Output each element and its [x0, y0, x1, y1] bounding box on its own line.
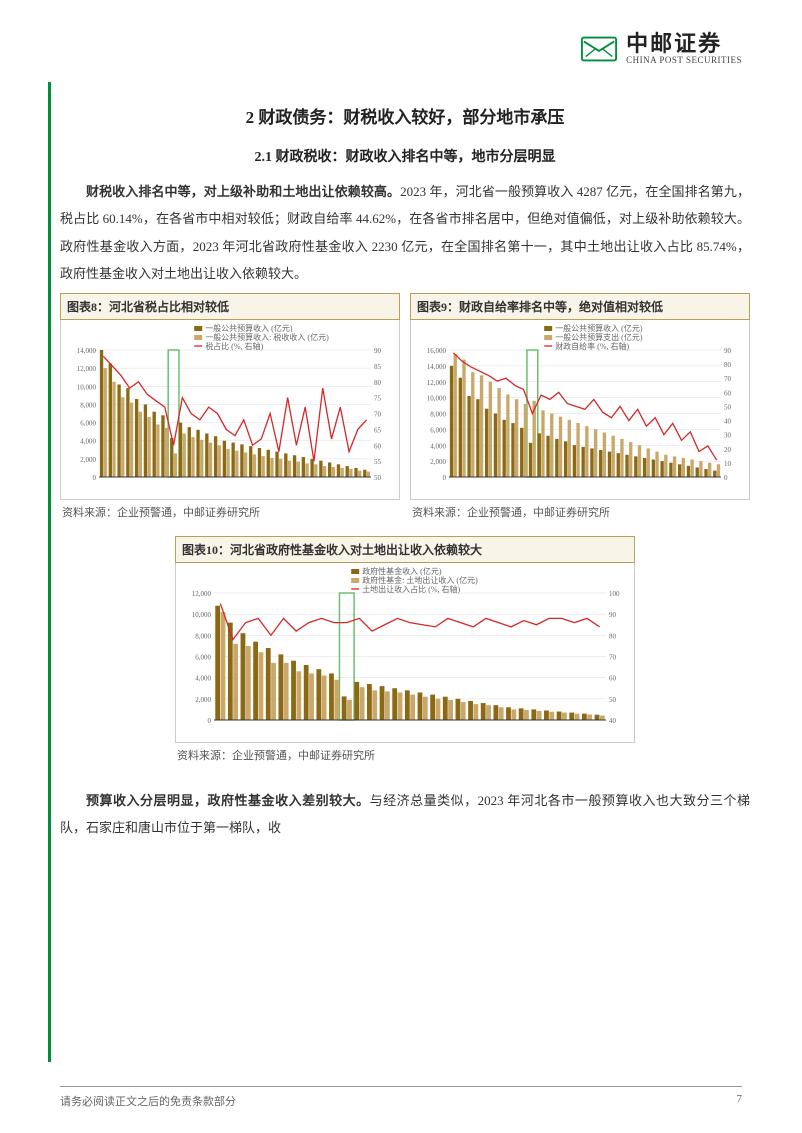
page-content: 2 财政债务：财税收入较好，部分地市承压 2.1 财政税收：财政收入排名中等，地…: [60, 95, 750, 848]
svg-text:8,000: 8,000: [430, 411, 446, 419]
para2-lead: 预算收入分层明显，政府性基金收入差别较大。: [86, 793, 370, 808]
svg-text:80: 80: [724, 361, 732, 369]
svg-text:75: 75: [374, 395, 382, 403]
svg-text:100: 100: [609, 590, 620, 598]
svg-text:10,000: 10,000: [427, 395, 447, 403]
svg-text:一般公共预算收入: 税收收入 (亿元): 一般公共预算收入: 税收收入 (亿元): [205, 332, 329, 342]
svg-text:20: 20: [724, 446, 732, 454]
svg-text:14,000: 14,000: [77, 347, 97, 355]
chart-8-source: 资料来源：企业预警通，中邮证券研究所: [60, 500, 400, 530]
svg-text:60: 60: [724, 390, 732, 398]
svg-text:80: 80: [374, 379, 382, 387]
chart-10: 图表10：河北省政府性基金收入对土地出让收入依赖较大 0 2,000 4,000 6,…: [175, 536, 635, 773]
chart-9: 图表9：财政自给率排名中等，绝对值相对较低 0 2,000 4,000 6,000 8,…: [410, 293, 750, 530]
svg-text:2,000: 2,000: [195, 696, 211, 704]
svg-text:4,000: 4,000: [80, 438, 96, 446]
chart-row-2: 图表10：河北省政府性基金收入对土地出让收入依赖较大 0 2,000 4,000 6,…: [60, 536, 750, 773]
svg-text:0: 0: [208, 717, 212, 725]
chart-10-title: 图表10：河北省政府性基金收入对土地出让收入依赖较大: [175, 536, 635, 563]
svg-text:50: 50: [724, 404, 732, 412]
svg-text:60: 60: [374, 442, 382, 450]
paragraph-1: 财税收入排名中等，对上级补助和土地出让依赖较高。2023 年，河北省一般预算收入…: [60, 178, 750, 287]
svg-text:90: 90: [609, 611, 617, 619]
page-footer: 请务必阅读正文之后的免责条款部分 7: [60, 1086, 742, 1109]
svg-text:30: 30: [724, 432, 732, 440]
svg-text:土地出让收入占比 (%, 右轴): 土地出让收入占比 (%, 右轴): [362, 584, 460, 594]
left-accent-bar: [48, 82, 51, 1062]
svg-text:6,000: 6,000: [430, 427, 446, 435]
logo-cn: 中邮证券: [626, 32, 742, 56]
svg-text:政府性基金: 土地出让收入 (亿元): 政府性基金: 土地出让收入 (亿元): [362, 575, 478, 585]
section-title: 2 财政债务：财税收入较好，部分地市承压: [60, 103, 750, 128]
svg-text:16,000: 16,000: [427, 347, 447, 355]
subsection-title: 2.1 财政税收：财政收入排名中等，地市分层明显: [60, 146, 750, 166]
svg-text:70: 70: [609, 654, 617, 662]
svg-text:政府性基金收入 (亿元): 政府性基金收入 (亿元): [362, 566, 442, 576]
svg-text:90: 90: [724, 347, 732, 355]
svg-text:6,000: 6,000: [195, 654, 211, 662]
svg-text:85: 85: [374, 363, 382, 371]
chart-10-source: 资料来源：企业预警通，中邮证券研究所: [175, 743, 635, 773]
svg-text:10,000: 10,000: [192, 611, 212, 619]
chart-8-body: 0 2,000 4,000 6,000 8,000 10,000 12,000 14,000 5…: [60, 320, 400, 500]
svg-text:2,000: 2,000: [430, 458, 446, 466]
svg-text:0: 0: [93, 474, 97, 482]
chart-9-title: 图表9：财政自给率排名中等，绝对值相对较低: [410, 293, 750, 320]
chart-row-1: 图表8：河北省税占比相对较低 0 2,000 4,000 6,000 8,000 10,0…: [60, 293, 750, 530]
chart-9-body: 0 2,000 4,000 6,000 8,000 10,000 12,000 14,000 1…: [410, 320, 750, 500]
svg-text:一般公共预算支出 (亿元): 一般公共预算支出 (亿元): [555, 332, 643, 342]
paragraph-2: 预算收入分层明显，政府性基金收入差别较大。与经济总量类似，2023 年河北各市一…: [60, 787, 750, 842]
svg-text:60: 60: [609, 675, 617, 683]
svg-text:12,000: 12,000: [77, 365, 97, 373]
svg-text:6,000: 6,000: [80, 420, 96, 428]
svg-text:80: 80: [609, 633, 617, 641]
svg-text:10,000: 10,000: [77, 383, 97, 391]
svg-text:50: 50: [609, 696, 617, 704]
svg-text:4,000: 4,000: [195, 675, 211, 683]
svg-text:8,000: 8,000: [195, 633, 211, 641]
svg-text:8,000: 8,000: [80, 402, 96, 410]
svg-text:65: 65: [374, 427, 382, 435]
svg-text:50: 50: [374, 474, 382, 482]
svg-text:一般公共预算收入 (亿元): 一般公共预算收入 (亿元): [555, 323, 643, 333]
chart-8: 图表8：河北省税占比相对较低 0 2,000 4,000 6,000 8,000 10,0…: [60, 293, 400, 530]
svg-text:70: 70: [374, 411, 382, 419]
logo-text-block: 中邮证券 CHINA POST SECURITIES: [626, 32, 742, 66]
svg-text:税占比 (%, 右轴): 税占比 (%, 右轴): [205, 341, 263, 351]
chart-8-title: 图表8：河北省税占比相对较低: [60, 293, 400, 320]
svg-text:14,000: 14,000: [427, 363, 447, 371]
china-post-logo-icon: [580, 30, 618, 68]
svg-text:40: 40: [609, 717, 617, 725]
footer-page-number: 7: [737, 1093, 743, 1109]
svg-text:2,000: 2,000: [80, 456, 96, 464]
page-header: 中邮证券 CHINA POST SECURITIES: [580, 30, 742, 68]
para1-lead: 财税收入排名中等，对上级补助和土地出让依赖较高。: [86, 184, 400, 199]
svg-text:财政自给率 (%, 右轴): 财政自给率 (%, 右轴): [555, 341, 629, 351]
svg-text:70: 70: [724, 375, 732, 383]
chart-10-body: 0 2,000 4,000 6,000 8,000 10,000 12,000 40 50 60 7…: [175, 563, 635, 743]
svg-text:55: 55: [374, 458, 382, 466]
svg-text:12,000: 12,000: [427, 379, 447, 387]
svg-text:一般公共预算收入 (亿元): 一般公共预算收入 (亿元): [205, 323, 293, 333]
logo-en: CHINA POST SECURITIES: [626, 56, 742, 66]
svg-text:4,000: 4,000: [430, 442, 446, 450]
svg-text:90: 90: [374, 347, 382, 355]
chart-9-source: 资料来源：企业预警通，中邮证券研究所: [410, 500, 750, 530]
svg-text:0: 0: [443, 474, 447, 482]
svg-text:40: 40: [724, 418, 732, 426]
svg-text:0: 0: [724, 474, 728, 482]
footer-disclaimer: 请务必阅读正文之后的免责条款部分: [60, 1093, 236, 1109]
svg-text:12,000: 12,000: [192, 590, 212, 598]
svg-text:10: 10: [724, 460, 732, 468]
